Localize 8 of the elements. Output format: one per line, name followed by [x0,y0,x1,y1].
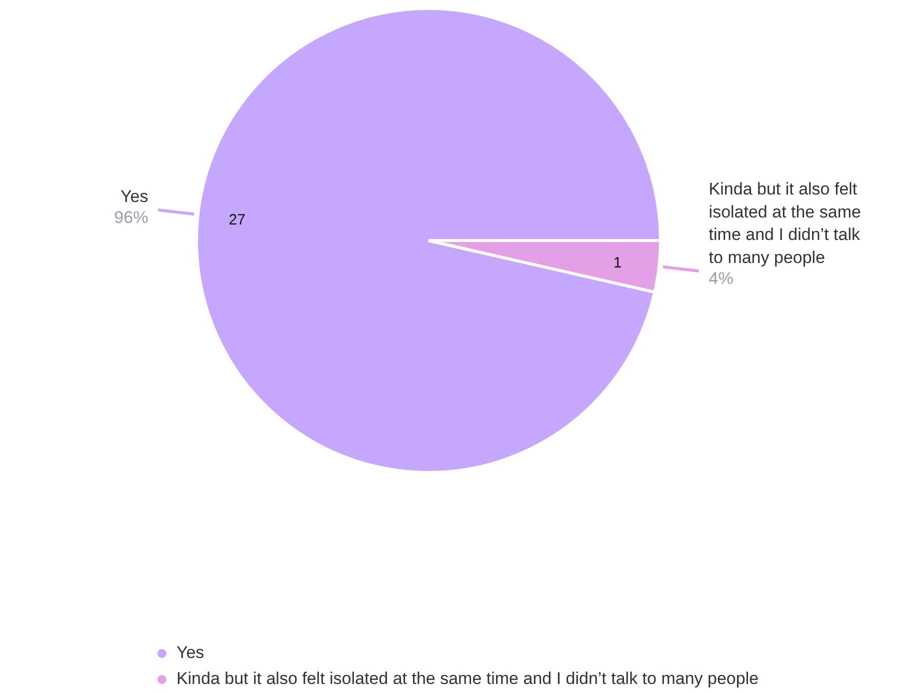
legend-label: Yes [176,643,204,663]
data-label: 1 [613,254,622,272]
text: 96% [114,208,148,228]
text: 4% [708,268,734,288]
legend-label: Kinda but it also felt isolated at the same time and I didn’t talk to many people [176,669,759,689]
slice-label: Kinda but it also felt isolated at the same time and I didn’t talk to many people [708,180,861,267]
slice-label: Yes [120,187,148,206]
data-label: 27 [228,211,246,228]
